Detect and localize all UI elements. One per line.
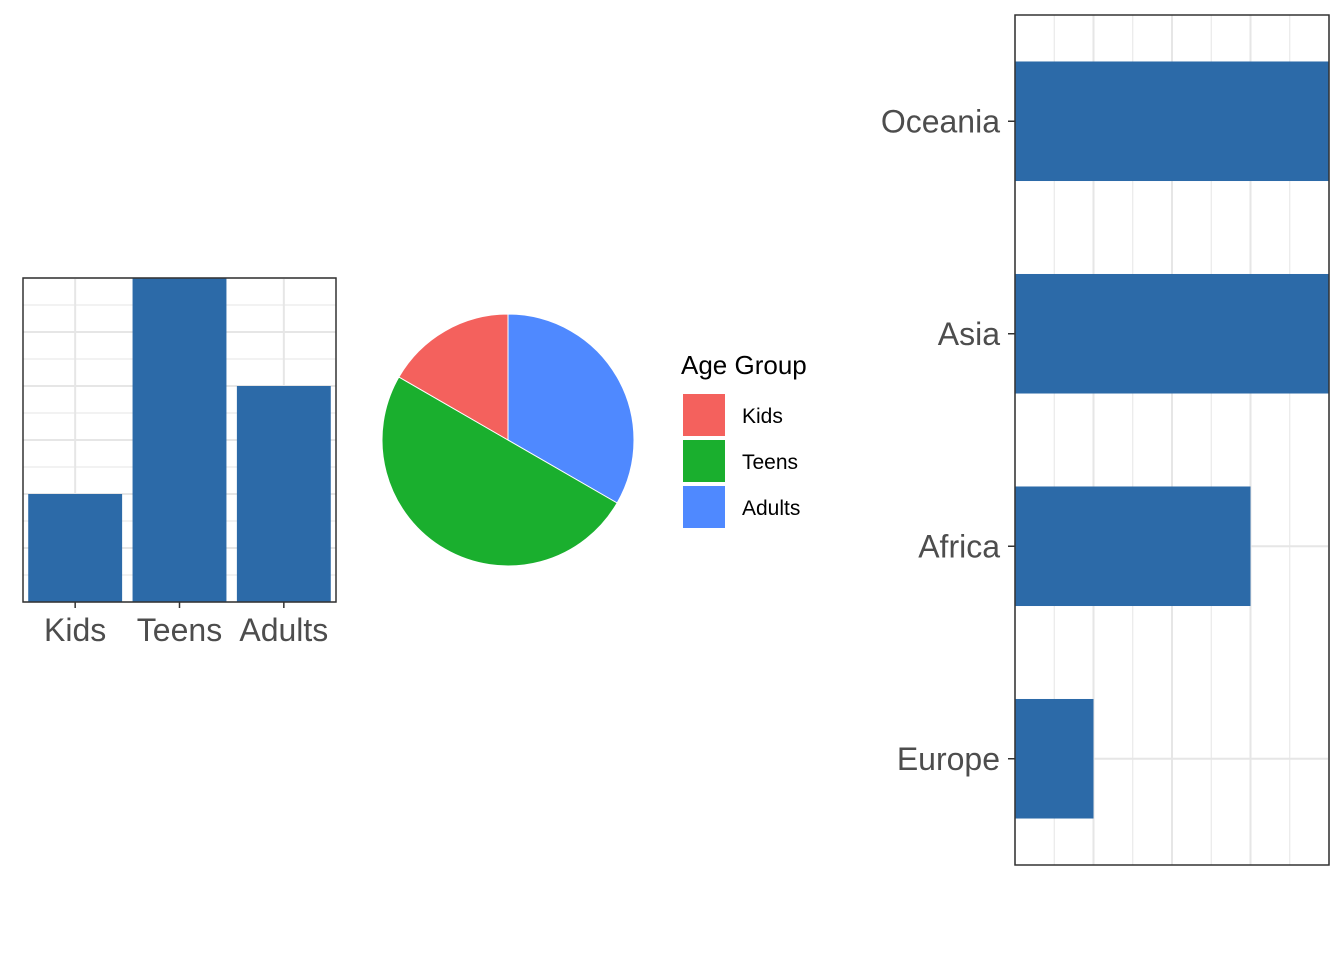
age-bar-marks bbox=[28, 278, 331, 602]
age-pie-chart: Age Group Kids Teens Adults bbox=[381, 313, 807, 567]
y-tick-label-oceania: Oceania bbox=[881, 103, 1000, 139]
legend-label-teens: Teens bbox=[742, 451, 798, 474]
pie-slice-kids bbox=[398, 313, 509, 441]
continent-bar-y-axis: Europe Africa Asia Oceania bbox=[881, 103, 1015, 777]
bar-asia bbox=[1015, 273, 1329, 394]
continent-bar-marks bbox=[1015, 61, 1329, 819]
bar-europe bbox=[1015, 698, 1094, 819]
y-tick-label-asia: Asia bbox=[938, 316, 1000, 352]
age-pie-legend: Age Group Kids Teens Adults bbox=[681, 350, 807, 528]
legend-title: Age Group bbox=[681, 350, 807, 380]
bar-teens bbox=[132, 278, 227, 602]
legend-swatch-adults bbox=[683, 486, 725, 528]
legend-swatch-teens bbox=[683, 440, 725, 482]
age-bar-chart: Kids Teens Adults bbox=[22, 277, 337, 648]
legend-swatch-kids bbox=[683, 394, 725, 436]
bar-africa bbox=[1015, 486, 1251, 607]
age-bar-x-axis: Kids Teens Adults bbox=[44, 602, 328, 648]
bar-adults bbox=[236, 386, 331, 602]
legend-label-adults: Adults bbox=[742, 497, 800, 520]
pie-slice-teens bbox=[381, 376, 618, 567]
legend-label-kids: Kids bbox=[742, 405, 783, 428]
x-tick-label-adults: Adults bbox=[239, 612, 328, 648]
age-pie-slices bbox=[381, 313, 635, 567]
bar-oceania bbox=[1015, 61, 1329, 182]
x-tick-label-teens: Teens bbox=[137, 612, 222, 648]
bar-kids bbox=[28, 494, 123, 602]
y-tick-label-europe: Europe bbox=[897, 741, 1000, 777]
y-tick-label-africa: Africa bbox=[918, 528, 1000, 564]
x-tick-label-kids: Kids bbox=[44, 612, 106, 648]
continent-bar-chart: Europe Africa Asia Oceania bbox=[881, 14, 1330, 866]
continent-bar-panel-border bbox=[1014, 14, 1330, 866]
pie-slice-adults bbox=[507, 313, 635, 504]
